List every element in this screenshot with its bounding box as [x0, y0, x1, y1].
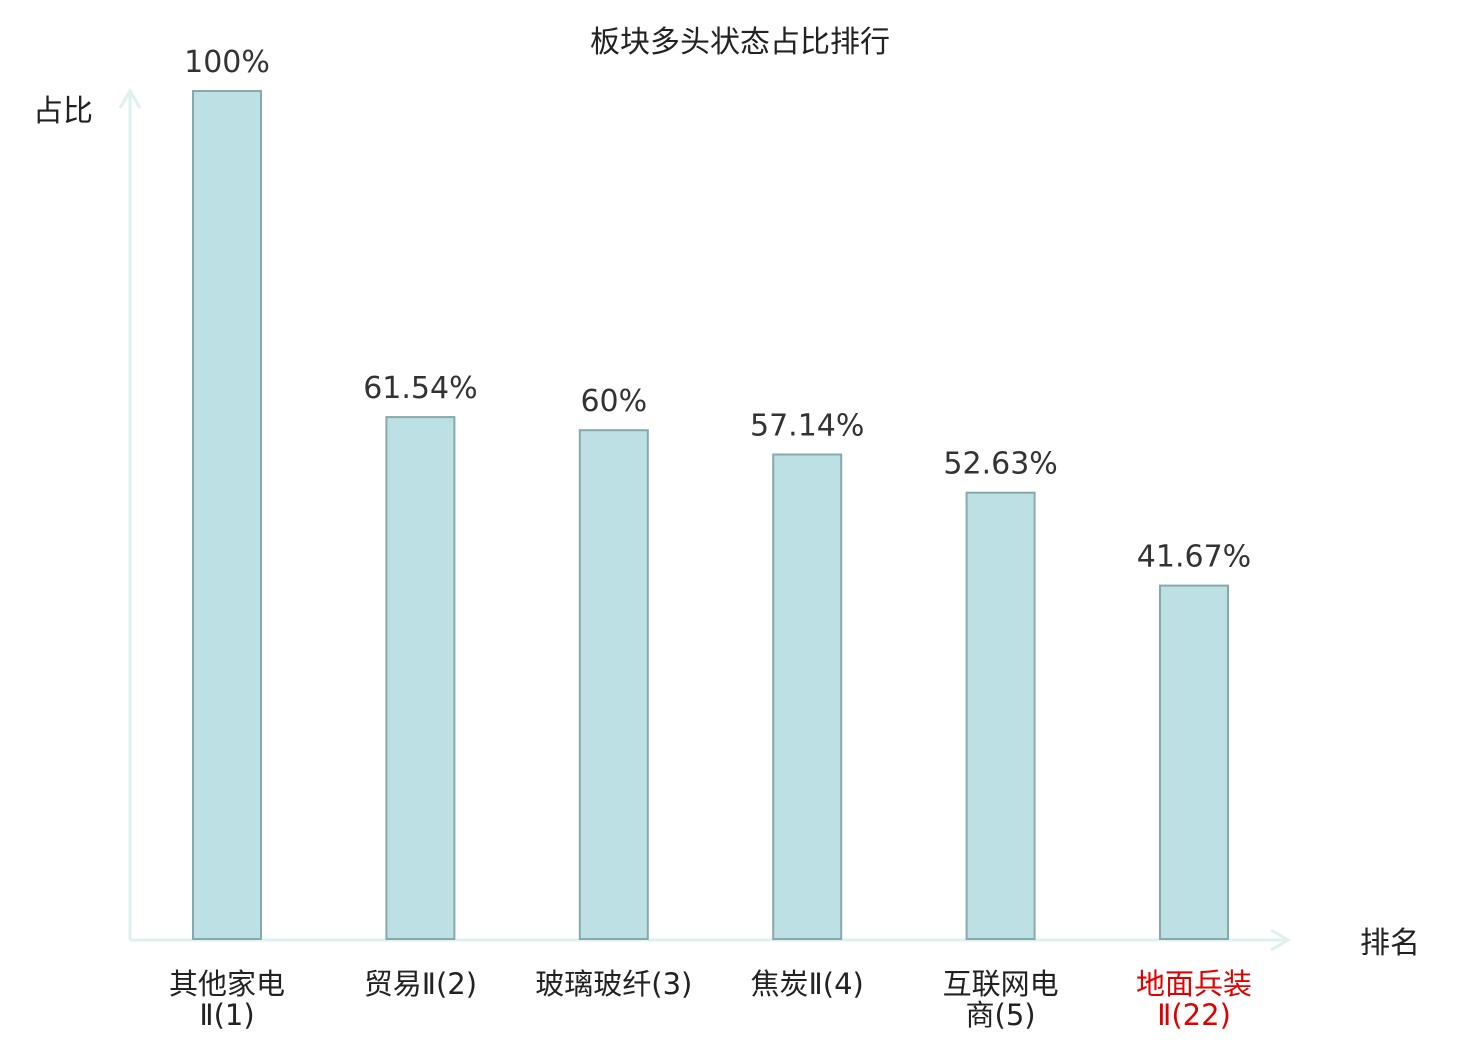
category-label-5-line1: 互联网电	[943, 967, 1059, 1001]
bar-5	[965, 491, 1036, 940]
bars-group	[192, 90, 1229, 941]
data-label-6: 41.67%	[1137, 540, 1251, 575]
y-axis-label: 占比	[33, 94, 93, 129]
data-label-4: 57.14%	[750, 409, 864, 444]
bar-1	[192, 90, 262, 940]
chart-title: 板块多头状态占比排行	[590, 25, 890, 60]
x-axis-arrow	[1270, 928, 1291, 952]
category-label-4-line1: 焦炭Ⅱ(4)	[751, 967, 864, 1001]
data-label-5: 52.63%	[943, 447, 1057, 482]
category-label-1-line2: Ⅱ(1)	[199, 998, 254, 1032]
y-axis-arrow	[118, 88, 142, 109]
bar-3	[578, 429, 649, 940]
category-label-6-line1: 地面兵装	[1136, 967, 1252, 1001]
data-label-3: 60%	[580, 384, 647, 419]
category-label-6-line2: Ⅱ(22)	[1157, 998, 1231, 1032]
x-axis-label: 排名	[1360, 926, 1420, 961]
data-label-2: 61.54%	[363, 371, 477, 406]
bar-2	[385, 416, 456, 941]
category-label-2-line1: 贸易Ⅱ(2)	[364, 967, 477, 1001]
value-labels-group: 100% 61.54% 60% 57.14% 52.63% 41.67%	[184, 45, 1251, 575]
category-label-1-line1: 其他家电	[169, 967, 285, 1001]
axes	[118, 88, 1291, 952]
data-label-1: 100%	[184, 45, 270, 80]
bar-6	[1159, 584, 1229, 940]
bar-4	[772, 453, 843, 940]
category-label-5-line2: 商(5)	[966, 998, 1036, 1032]
category-label-3-line1: 玻璃玻纤(3)	[535, 967, 692, 1001]
